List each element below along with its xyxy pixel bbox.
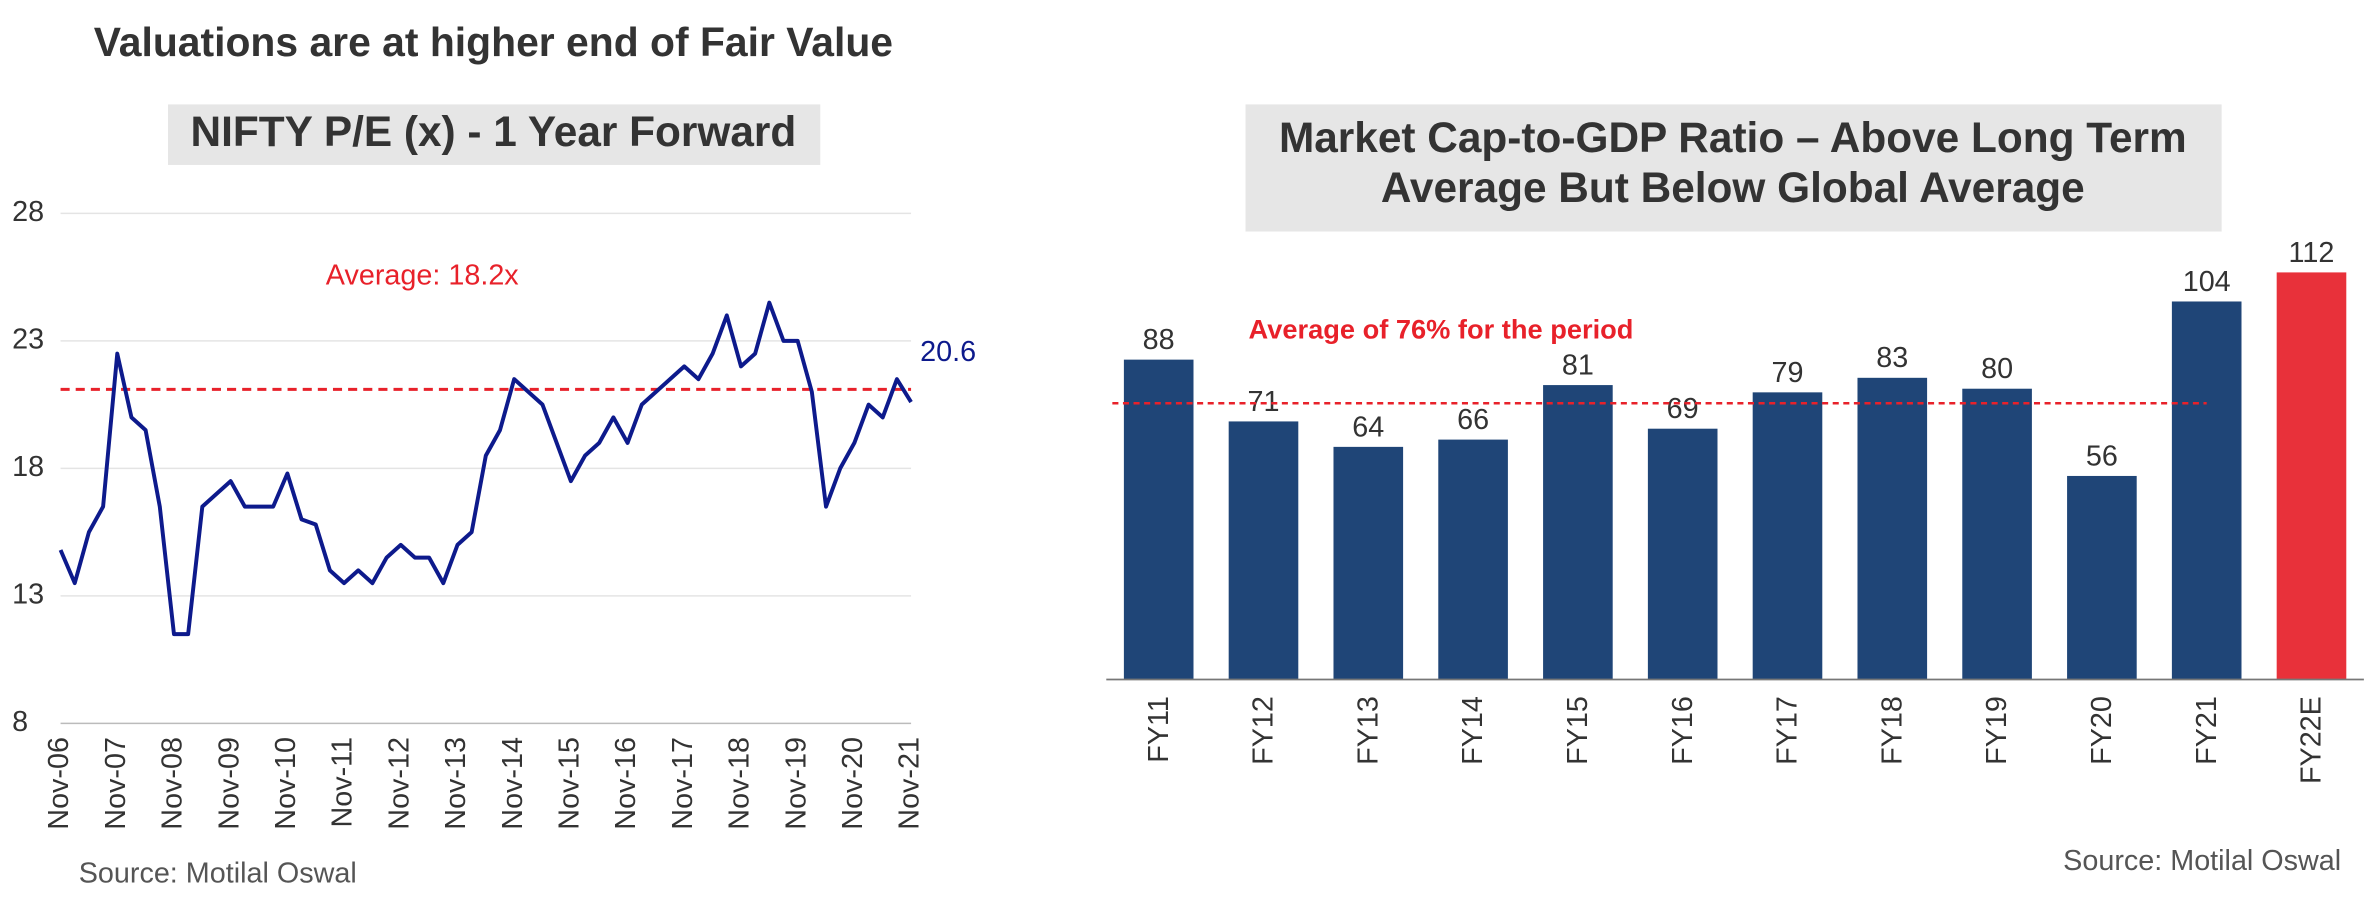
value-label: 69 [1667,393,1699,425]
bar [1857,377,1928,680]
y-tick-label: 28 [12,196,44,228]
bar [1752,392,1823,680]
y-tick-label: 18 [12,451,44,483]
chart-title: Market Cap-to-GDP Ratio – Above Long Ter… [1279,114,2187,161]
x-tick-label: Nov-16 [610,737,642,830]
bar [2067,475,2137,680]
x-tick-label: Nov-11 [327,737,359,828]
x-tick-label: FY19 [1981,696,2013,765]
bar [1333,446,1404,680]
value-label: 56 [2086,440,2118,472]
bar [2171,301,2242,680]
source: Source: Motilal Oswal [79,857,357,889]
x-tick-label: Nov-17 [667,737,699,830]
x-tick-label: Nov-15 [553,737,585,830]
value-label: 83 [1876,342,1908,374]
bar [1123,359,1194,680]
bar [1438,439,1508,680]
x-tick-label: FY14 [1457,696,1489,765]
x-tick-label: Nov-21 [894,737,926,830]
bar [1647,428,1718,680]
x-tick-label: FY21 [2191,696,2223,765]
value-label: 104 [2183,266,2231,298]
x-tick-label: Nov-14 [497,737,529,830]
value-label: 79 [1771,357,1803,389]
y-tick-label: 8 [12,706,28,738]
end-annotation: 20.6 [920,336,976,368]
x-tick-label: Nov-06 [43,737,75,830]
x-tick-label: Nov-13 [440,737,472,830]
y-tick-label: 23 [12,323,44,355]
value-label: 64 [1352,411,1384,443]
main-title: Valuations are at higher end of Fair Val… [94,19,893,65]
y-tick-label: 13 [12,578,44,610]
x-tick-label: Nov-08 [157,737,189,830]
value-label: 71 [1247,386,1279,418]
value-label: 88 [1143,324,1175,356]
value-label: 80 [1981,353,2013,385]
title-box [1245,104,2222,232]
bar [1228,421,1299,680]
x-tick-label: FY17 [1772,696,1804,765]
x-tick-label: FY22E [2296,696,2328,784]
bar [1543,385,1613,680]
x-tick-label: FY16 [1667,696,1699,765]
x-tick-label: FY13 [1352,696,1384,765]
average-label: Average of 76% for the period [1249,314,1634,345]
value-label: 66 [1457,404,1489,436]
x-tick-label: Nov-12 [383,737,415,830]
x-tick-label: Nov-07 [100,737,132,830]
bar [1962,388,2032,680]
x-tick-label: FY11 [1143,696,1175,763]
source: Source: Motilal Oswal [2063,845,2341,877]
chart-title: NIFTY P/E (x) - 1 Year Forward [190,108,796,155]
chart-title: Average But Below Global Average [1381,164,2085,211]
x-tick-label: FY12 [1248,696,1280,765]
value-label: 112 [2289,237,2335,269]
value-label: 81 [1562,350,1594,382]
average-annotation: Average: 18.2x [326,260,519,292]
pe-line [58,300,913,637]
title-box [168,104,821,165]
x-tick-label: Nov-20 [837,737,869,830]
x-tick-label: FY15 [1562,696,1594,765]
x-tick-label: Nov-10 [270,737,302,830]
x-tick-label: FY18 [1876,696,1908,765]
x-tick-label: Nov-18 [724,737,756,830]
x-tick-label: Nov-09 [213,737,245,830]
bar [2276,272,2347,680]
x-tick-label: Nov-19 [780,737,812,830]
x-tick-label: FY20 [2086,696,2118,765]
